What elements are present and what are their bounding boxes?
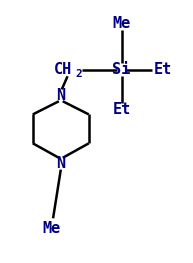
Text: CH: CH <box>54 62 72 77</box>
Text: N: N <box>56 88 65 104</box>
Text: Me: Me <box>113 16 131 31</box>
Text: 2: 2 <box>76 69 82 79</box>
Text: Me: Me <box>42 221 60 236</box>
Text: N: N <box>56 155 65 171</box>
Text: Et: Et <box>113 102 131 117</box>
Text: Et: Et <box>154 62 172 77</box>
Text: Si: Si <box>113 62 131 77</box>
